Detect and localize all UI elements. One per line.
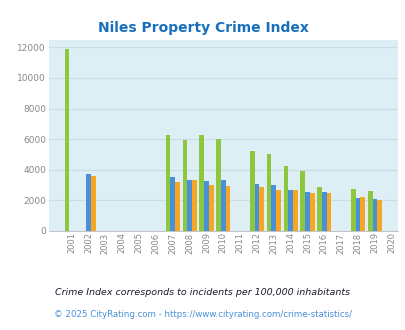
Text: © 2025 CityRating.com - https://www.cityrating.com/crime-statistics/: © 2025 CityRating.com - https://www.city…: [54, 310, 351, 319]
Text: Niles Property Crime Index: Niles Property Crime Index: [97, 21, 308, 35]
Bar: [271, 185, 275, 231]
Bar: [355, 198, 360, 231]
Bar: [300, 171, 305, 231]
Bar: [208, 185, 213, 231]
Bar: [175, 182, 179, 231]
Text: Crime Index corresponds to incidents per 100,000 inhabitants: Crime Index corresponds to incidents per…: [55, 288, 350, 297]
Bar: [187, 180, 192, 231]
Bar: [360, 197, 364, 231]
Bar: [266, 154, 271, 231]
Bar: [64, 49, 69, 231]
Bar: [321, 192, 326, 231]
Bar: [305, 192, 309, 231]
Bar: [254, 184, 259, 231]
Bar: [326, 193, 330, 231]
Bar: [249, 151, 254, 231]
Bar: [170, 178, 175, 231]
Bar: [91, 176, 95, 231]
Bar: [225, 186, 230, 231]
Bar: [275, 190, 280, 231]
Bar: [317, 187, 321, 231]
Bar: [372, 199, 376, 231]
Bar: [220, 181, 225, 231]
Bar: [199, 135, 204, 231]
Bar: [259, 186, 263, 231]
Bar: [367, 191, 372, 231]
Bar: [309, 193, 314, 231]
Bar: [350, 189, 355, 231]
Bar: [288, 190, 292, 231]
Bar: [86, 174, 91, 231]
Bar: [292, 190, 297, 231]
Bar: [182, 140, 187, 231]
Bar: [216, 139, 220, 231]
Bar: [376, 200, 381, 231]
Bar: [165, 135, 170, 231]
Bar: [283, 166, 288, 231]
Bar: [192, 181, 196, 231]
Bar: [204, 181, 208, 231]
